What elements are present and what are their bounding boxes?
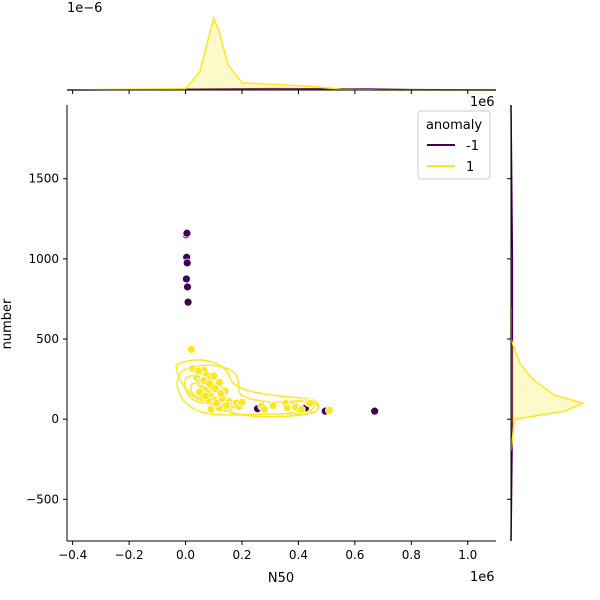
y-tick-label: 0	[51, 412, 59, 426]
top-density-line	[66, 15, 496, 91]
point-anomaly	[182, 228, 192, 238]
y-tick-label: 500	[36, 332, 59, 346]
legend: anomaly -1 1	[417, 110, 491, 180]
point-normal	[210, 384, 220, 394]
top-marginal-offset-text: 1e−6	[67, 1, 102, 16]
x-tick-label: −0.4	[58, 548, 87, 562]
right-density-line	[510, 307, 586, 452]
x-tick-label: −0.2	[115, 548, 144, 562]
point-anomaly	[183, 282, 192, 292]
top-density-fill	[67, 18, 496, 90]
x-tick-label: 0.4	[289, 548, 308, 562]
y-tick-label: 1000	[28, 252, 59, 266]
x-tick-label: 0.8	[402, 548, 421, 562]
top-marginal-density	[66, 15, 497, 91]
right-density-fill	[511, 306, 583, 452]
point-normal	[193, 366, 203, 376]
point-anomaly	[181, 274, 191, 284]
right-density-line	[510, 104, 514, 542]
x-tick-label: 1.0	[458, 548, 477, 562]
point-normal	[216, 389, 226, 398]
legend-label-pos: 1	[466, 160, 474, 175]
point-normal	[186, 345, 196, 354]
scatter-points	[181, 228, 380, 416]
right-marginal-offset-text: 1e6	[470, 95, 495, 110]
x-axis-ticks: −0.4 −0.2 0.0 0.2 0.4 0.6 0.8 1.0	[58, 541, 477, 562]
point-normal	[200, 391, 210, 401]
point-normal	[209, 371, 219, 381]
point-normal	[237, 397, 247, 407]
x-tick-label: 0.2	[232, 548, 251, 562]
point-normal	[260, 405, 269, 414]
kde-contour	[176, 364, 315, 416]
point-normal	[205, 379, 214, 389]
point-anomaly	[370, 406, 380, 416]
y-tick-label: −500	[26, 492, 59, 506]
point-normal	[305, 398, 315, 408]
x-tick-label: 0.0	[176, 548, 195, 562]
point-normal	[212, 398, 221, 408]
x-offset-text: 1e6	[470, 570, 495, 585]
right-marginal-density	[510, 104, 586, 542]
legend-title: anomaly	[426, 118, 482, 133]
right-marginal-ticks	[507, 178, 511, 500]
y-tick-label: 1500	[28, 172, 59, 186]
point-anomaly	[183, 297, 193, 307]
y-axis-ticks: −500 0 500 1000 1500	[26, 172, 67, 506]
point-normal	[296, 405, 306, 414]
legend-label-neg: -1	[466, 139, 479, 154]
point-normal	[206, 405, 216, 414]
y-axis-label: number	[0, 298, 15, 349]
point-normal	[268, 401, 278, 410]
point-normal	[215, 377, 224, 387]
point-normal	[222, 401, 231, 410]
top-marginal-ticks	[72, 90, 469, 94]
x-tick-label: 0.6	[345, 548, 364, 562]
point-anomaly	[182, 258, 192, 268]
point-normal	[325, 405, 334, 415]
point-normal	[282, 403, 292, 413]
x-axis-label: N50	[268, 571, 294, 586]
